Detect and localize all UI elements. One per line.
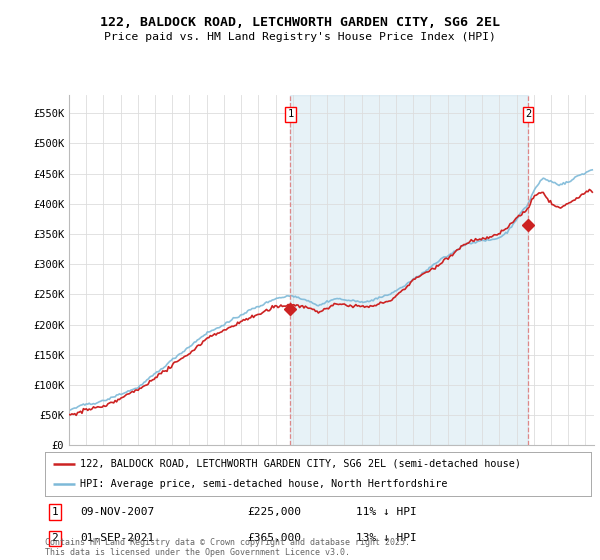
Text: 122, BALDOCK ROAD, LETCHWORTH GARDEN CITY, SG6 2EL (semi-detached house): 122, BALDOCK ROAD, LETCHWORTH GARDEN CIT…	[80, 459, 521, 469]
Text: 2: 2	[525, 109, 531, 119]
Text: 1: 1	[52, 507, 58, 517]
Text: Contains HM Land Registry data © Crown copyright and database right 2025.
This d: Contains HM Land Registry data © Crown c…	[45, 538, 410, 557]
Text: 11% ↓ HPI: 11% ↓ HPI	[356, 507, 417, 517]
Text: 09-NOV-2007: 09-NOV-2007	[80, 507, 155, 517]
Text: 1: 1	[287, 109, 293, 119]
Text: £365,000: £365,000	[247, 534, 301, 543]
Text: 01-SEP-2021: 01-SEP-2021	[80, 534, 155, 543]
Text: 122, BALDOCK ROAD, LETCHWORTH GARDEN CITY, SG6 2EL: 122, BALDOCK ROAD, LETCHWORTH GARDEN CIT…	[100, 16, 500, 29]
Text: 2: 2	[52, 534, 58, 543]
Bar	[290, 95, 528, 445]
Text: 13% ↓ HPI: 13% ↓ HPI	[356, 534, 417, 543]
Text: £225,000: £225,000	[247, 507, 301, 517]
Text: HPI: Average price, semi-detached house, North Hertfordshire: HPI: Average price, semi-detached house,…	[80, 479, 448, 489]
Text: Price paid vs. HM Land Registry's House Price Index (HPI): Price paid vs. HM Land Registry's House …	[104, 32, 496, 42]
